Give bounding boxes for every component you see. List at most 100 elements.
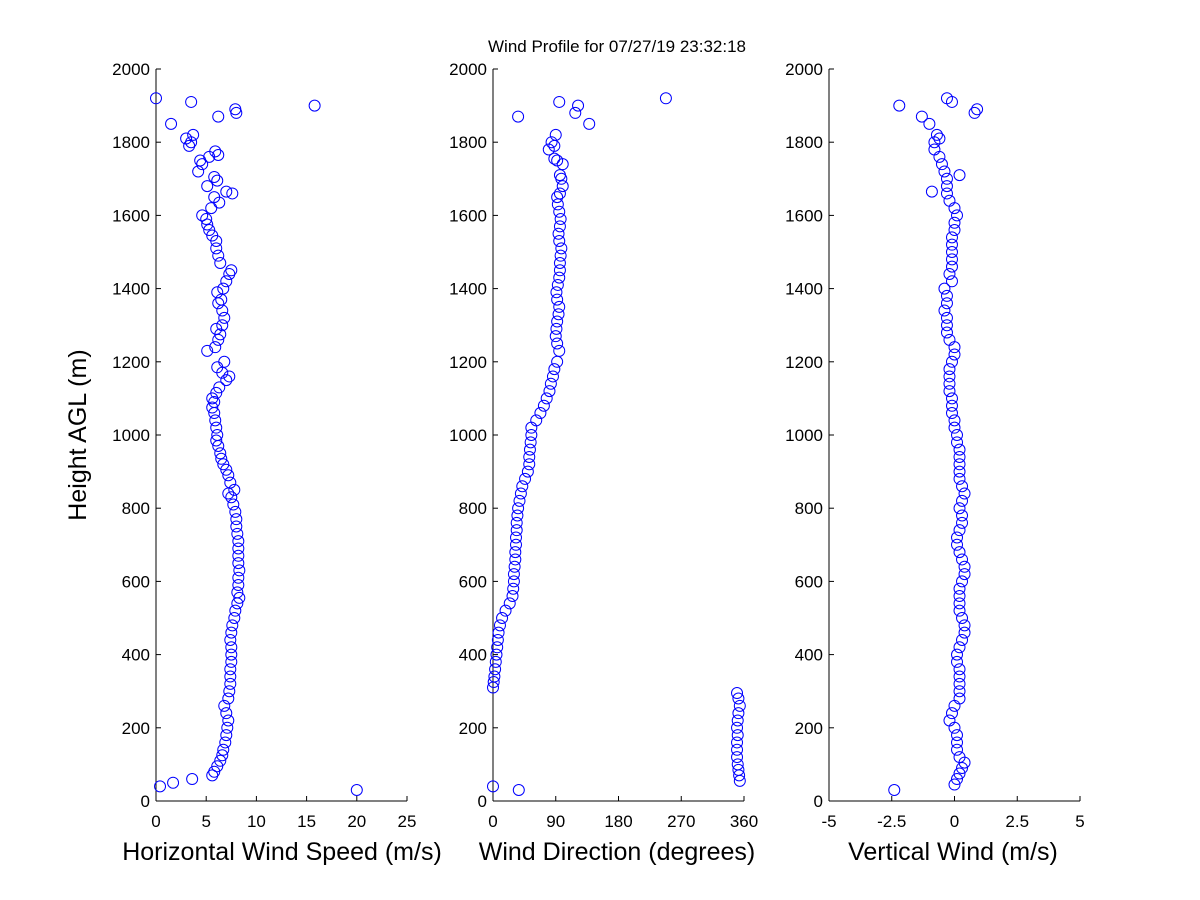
speed-data-point bbox=[201, 344, 214, 357]
speed-data-point bbox=[218, 311, 231, 324]
vertical-data-point bbox=[943, 377, 956, 390]
speed-data-point bbox=[224, 663, 237, 676]
vertical-data-point bbox=[958, 560, 971, 573]
vertical-data-point bbox=[940, 172, 953, 185]
direction-data-point bbox=[508, 560, 521, 573]
vertical-data-point bbox=[948, 778, 961, 791]
vertical-y-tick-label: 1600 bbox=[785, 206, 823, 225]
vertical-data-point bbox=[958, 568, 971, 581]
direction-data-point bbox=[551, 337, 564, 350]
speed-data-point bbox=[217, 458, 230, 471]
vertical-data-point bbox=[940, 187, 953, 200]
speed-x-tick-label: 0 bbox=[151, 812, 160, 831]
speed-data-point bbox=[210, 421, 223, 434]
direction-y-tick-label: 1800 bbox=[449, 133, 487, 152]
speed-data-point bbox=[205, 202, 218, 215]
direction-data-point bbox=[540, 392, 553, 405]
vertical-data-point bbox=[953, 751, 966, 764]
speed-y-tick-label: 0 bbox=[141, 792, 150, 811]
speed-data-point bbox=[231, 527, 244, 540]
speed-data-point bbox=[222, 469, 235, 482]
direction-data-point bbox=[507, 582, 520, 595]
speed-data-point bbox=[228, 483, 241, 496]
speed-data-point bbox=[211, 286, 224, 299]
direction-data-point bbox=[490, 648, 503, 661]
figure-title: Wind Profile for 07/27/19 23:32:18 bbox=[488, 37, 746, 56]
direction-data-point bbox=[512, 784, 525, 797]
speed-data-point bbox=[220, 275, 233, 288]
direction-data-point bbox=[731, 687, 744, 700]
vertical-data-point bbox=[951, 648, 964, 661]
speed-data-point bbox=[233, 564, 246, 577]
vertical-x-tick-label: -2.5 bbox=[877, 812, 906, 831]
direction-data-point bbox=[572, 99, 585, 112]
direction-data-point bbox=[499, 604, 512, 617]
speed-data-point bbox=[228, 612, 241, 624]
vertical-data-point bbox=[951, 743, 964, 756]
speed-data-point bbox=[217, 743, 230, 756]
direction-data-point bbox=[509, 546, 522, 559]
speed-data-point bbox=[196, 209, 209, 222]
vertical-data-point bbox=[953, 685, 966, 698]
vertical-data-point bbox=[951, 729, 964, 742]
direction-data-point bbox=[491, 641, 504, 654]
speed-data-point bbox=[230, 106, 243, 119]
vertical-x-tick-label: 5 bbox=[1075, 812, 1084, 831]
vertical-data-point bbox=[948, 414, 961, 427]
speed-data-point bbox=[225, 641, 238, 654]
vertical-y-tick-label: 800 bbox=[795, 499, 823, 518]
vertical-data-point bbox=[948, 216, 961, 229]
direction-y-tick-label: 2000 bbox=[449, 60, 487, 79]
vertical-data-point bbox=[948, 341, 961, 354]
direction-data-point bbox=[569, 106, 582, 119]
direction-data-point bbox=[732, 692, 745, 705]
vertical-data-point bbox=[938, 282, 951, 295]
direction-data-point bbox=[543, 385, 556, 398]
direction-data-point bbox=[553, 187, 566, 200]
speed-data-point bbox=[226, 619, 239, 632]
vertical-data-point bbox=[953, 692, 966, 705]
speed-data-point bbox=[232, 579, 245, 592]
vertical-data-point bbox=[940, 180, 953, 193]
direction-data-point bbox=[551, 293, 564, 306]
speed-data-point bbox=[212, 149, 225, 162]
vertical-data-point bbox=[915, 110, 928, 123]
direction-data-point bbox=[551, 315, 564, 328]
direction-data-point bbox=[733, 699, 746, 712]
vertical-data-point bbox=[958, 626, 971, 639]
speed-data-point bbox=[216, 749, 229, 762]
vertical-data-point bbox=[958, 619, 971, 632]
speed-data-point bbox=[215, 452, 228, 465]
speed-data-point bbox=[225, 648, 238, 661]
speed-data-point bbox=[208, 170, 221, 183]
vertical-x-tick-label: 0 bbox=[950, 812, 959, 831]
speed-data-point bbox=[217, 282, 230, 295]
direction-data-point bbox=[510, 538, 523, 551]
speed-data-point bbox=[226, 187, 239, 200]
vertical-data-point bbox=[956, 516, 969, 529]
direction-data-point bbox=[488, 670, 501, 683]
vertical-data-point bbox=[953, 169, 966, 182]
vertical-y-tick-label: 1400 bbox=[785, 280, 823, 299]
speed-data-point bbox=[220, 707, 233, 720]
speed-data-point bbox=[308, 99, 321, 112]
vertical-data-point bbox=[956, 553, 969, 566]
speed-data-point bbox=[165, 117, 178, 130]
speed-panel: Horizontal Wind Speed (m/s) Height AGL (… bbox=[64, 60, 442, 866]
speed-data-point bbox=[187, 128, 200, 141]
vertical-y-tick-label: 400 bbox=[795, 646, 823, 665]
direction-data-point bbox=[523, 450, 536, 463]
direction-y-tick-label: 400 bbox=[459, 646, 487, 665]
speed-x-tick-label: 25 bbox=[398, 812, 417, 831]
vertical-data-point bbox=[956, 509, 969, 522]
direction-y-tick-label: 800 bbox=[459, 499, 487, 518]
speed-data-point bbox=[225, 626, 238, 639]
direction-data-point bbox=[489, 655, 502, 668]
speed-data-point bbox=[203, 224, 216, 237]
vertical-data-point bbox=[953, 458, 966, 471]
direction-y-tick-label: 1400 bbox=[449, 280, 487, 299]
vertical-data-point bbox=[943, 714, 956, 727]
direction-data-point bbox=[487, 676, 500, 689]
direction-data-point bbox=[548, 152, 561, 165]
